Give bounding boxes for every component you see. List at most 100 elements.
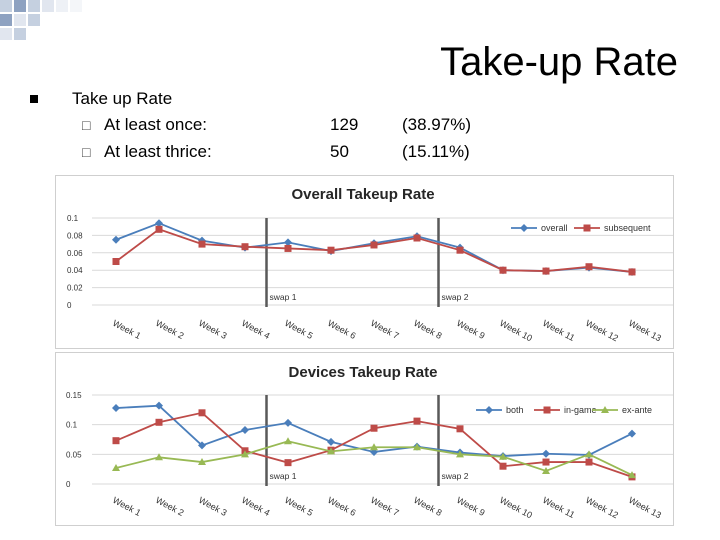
data-point-ex-ante <box>585 450 593 458</box>
sub-item-count: 129 <box>330 115 359 134</box>
x-tick-label: Week 2 <box>154 318 186 341</box>
legend-marker <box>543 406 551 414</box>
data-point-both <box>241 426 249 435</box>
x-tick-label: Week 11 <box>541 318 576 343</box>
y-tick-label: 0.15 <box>66 391 82 400</box>
legend-label-ex-ante: ex-ante <box>622 405 652 415</box>
x-tick-label: Week 1 <box>111 318 143 341</box>
y-tick-label: 0.1 <box>66 421 78 430</box>
data-point-overall <box>284 238 292 247</box>
x-tick-label: Week 4 <box>240 495 272 518</box>
data-point-both <box>370 447 378 456</box>
data-point-both <box>198 441 206 450</box>
x-tick-label: Week 2 <box>154 495 186 518</box>
sub-item-percent: (38.97%) <box>402 115 471 134</box>
data-point-both <box>628 429 636 438</box>
y-tick-label: 0.06 <box>67 249 83 258</box>
checkbox-bullet-icon: □ <box>82 117 91 133</box>
data-point-subsequent <box>585 263 593 271</box>
data-point-ex-ante <box>542 466 550 474</box>
data-point-subsequent <box>628 268 636 276</box>
y-tick-label: 0.08 <box>67 231 83 240</box>
data-point-ex-ante <box>198 458 206 466</box>
data-point-ex-ante <box>499 452 507 460</box>
checkbox-bullet-icon: □ <box>82 144 91 160</box>
data-point-in-game <box>456 425 464 433</box>
data-point-in-game <box>112 437 120 445</box>
data-point-overall <box>155 219 163 228</box>
data-point-overall <box>112 235 120 244</box>
y-tick-label: 0.04 <box>67 266 83 275</box>
data-point-in-game <box>413 417 421 425</box>
data-point-ex-ante <box>456 450 464 458</box>
sub-item-percent: (15.11%) <box>402 142 470 161</box>
data-point-both <box>327 437 335 446</box>
x-tick-label: Week 8 <box>412 495 444 518</box>
y-tick-label: 0.05 <box>66 450 82 459</box>
data-point-ex-ante <box>413 443 421 451</box>
data-point-both <box>112 404 120 413</box>
data-point-subsequent <box>155 225 163 233</box>
data-point-ex-ante <box>112 463 120 471</box>
x-tick-label: Week 10 <box>498 495 534 520</box>
swap-label: swap 1 <box>270 292 297 302</box>
data-point-subsequent <box>499 266 507 274</box>
swap-label: swap 1 <box>270 471 297 481</box>
data-point-both <box>542 449 550 458</box>
x-tick-label: Week 3 <box>197 495 229 518</box>
x-tick-label: Week 5 <box>283 318 315 341</box>
x-tick-label: Week 7 <box>369 495 401 518</box>
data-point-ex-ante <box>241 450 249 458</box>
decorative-squares <box>0 0 82 40</box>
data-point-ex-ante <box>628 471 636 479</box>
data-point-in-game <box>155 418 163 426</box>
sub-item-label: At least once: <box>104 115 208 134</box>
data-point-ex-ante <box>327 447 335 455</box>
data-point-subsequent <box>327 246 335 254</box>
x-tick-label: Week 13 <box>627 318 663 343</box>
x-tick-label: Week 6 <box>326 318 358 341</box>
chart-title: Overall Takeup Rate <box>291 186 434 203</box>
legend-label-subsequent: subsequent <box>604 223 651 233</box>
x-tick-label: Week 1 <box>111 495 143 518</box>
devices-takeup-chart: Devices Takeup Rate 0.15 0.1 0.05 0 swap 1 swa… <box>66 364 673 520</box>
legend-marker <box>485 406 493 414</box>
overall-takeup-chart: Overall Takeup Rate 0.1 0.08 0.06 0.04 0.02 0 s… <box>67 186 673 343</box>
x-tick-label: Week 10 <box>498 318 534 343</box>
data-point-subsequent <box>413 234 421 242</box>
swap-label: swap 2 <box>442 292 469 302</box>
bullet-take-up-rate: Take up Rate <box>72 89 173 108</box>
data-point-ex-ante <box>284 437 292 445</box>
devices-chart-panel: Devices Takeup Rate 0.15 0.1 0.05 0 swap 1 swa… <box>55 352 674 526</box>
y-tick-label: 0.02 <box>67 284 83 293</box>
bullet-square-icon <box>30 95 38 103</box>
y-tick-label: 0 <box>67 301 72 310</box>
x-tick-label: Week 4 <box>240 318 272 341</box>
data-point-ex-ante <box>155 453 163 461</box>
legend-label-both: both <box>506 405 524 415</box>
data-point-subsequent <box>198 240 206 248</box>
data-point-subsequent <box>284 244 292 252</box>
data-point-in-game <box>499 462 507 470</box>
sub-item-label: At least thrice: <box>104 142 212 161</box>
x-tick-label: Week 13 <box>627 495 663 520</box>
x-tick-label: Week 12 <box>584 318 620 343</box>
swap-label: swap 2 <box>442 471 469 481</box>
x-tick-label: Week 9 <box>455 495 487 518</box>
legend-label-in-game: in-game <box>564 405 597 415</box>
data-point-subsequent <box>112 258 120 265</box>
data-point-subsequent <box>456 246 464 254</box>
y-tick-label: 0 <box>66 480 71 489</box>
data-point-subsequent <box>241 243 249 251</box>
x-tick-label: Week 6 <box>326 495 358 518</box>
slide-title: Take-up Rate <box>440 40 678 84</box>
x-tick-label: Week 11 <box>541 495 576 520</box>
chart-title: Devices Takeup Rate <box>289 364 438 381</box>
legend-marker <box>583 224 591 232</box>
y-tick-label: 0.1 <box>67 214 79 223</box>
data-point-subsequent <box>542 267 550 275</box>
legend-label-overall: overall <box>541 223 568 233</box>
x-tick-label: Week 9 <box>455 318 487 341</box>
x-tick-label: Week 3 <box>197 318 229 341</box>
data-point-ex-ante <box>370 443 378 451</box>
